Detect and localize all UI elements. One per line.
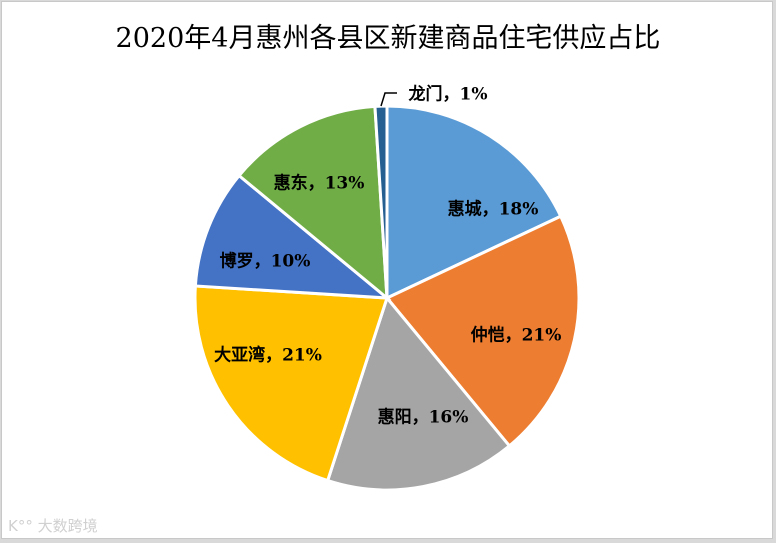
watermark-logo-icon: K°° <box>8 517 33 535</box>
pie-slice-7 <box>373 104 389 299</box>
pie-slice-6 <box>236 104 389 302</box>
pie-slice-3 <box>325 294 512 492</box>
slice-label-4: 大亚湾，21% <box>214 345 322 366</box>
pie-slice-2 <box>384 214 581 449</box>
slice-label-1: 惠城，18% <box>448 199 539 220</box>
pie-slice-1 <box>385 104 563 301</box>
slice-label-3: 惠阳，16% <box>378 407 469 428</box>
chart-title: 2020年4月惠州各县区新建商品住宅供应占比 <box>115 23 661 54</box>
slice-label-7: 龙门，1% <box>408 84 488 105</box>
pie-slice-5 <box>193 173 392 300</box>
slice-label-6: 惠东，13% <box>274 173 365 194</box>
watermark-text: 大数跨境 <box>37 517 98 535</box>
slice-label-2: 仲恺，21% <box>471 325 562 346</box>
watermark: K°° 大数跨境 <box>8 515 98 536</box>
slice-label-5: 博罗，10% <box>220 251 311 272</box>
pie-slice-4 <box>193 284 390 483</box>
leader-line <box>380 92 397 107</box>
